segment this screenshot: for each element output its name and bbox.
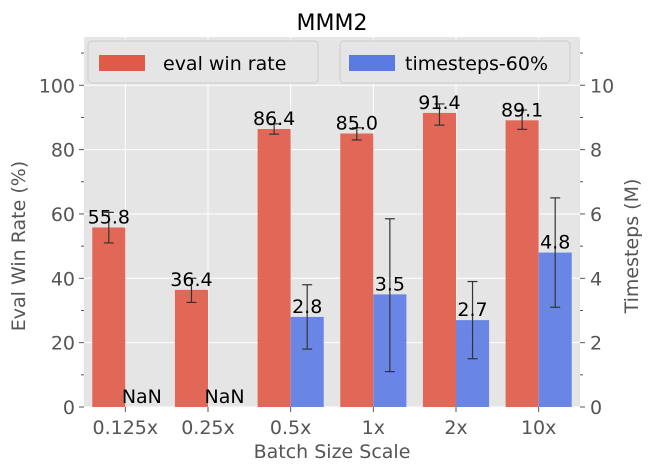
- y-tick-label-0: 0: [63, 397, 75, 419]
- x-tick-label-2: 0.5x: [270, 417, 311, 439]
- x-tick-label-4: 2x: [444, 417, 467, 439]
- y2-tick-label-5: 10: [590, 75, 614, 97]
- data-label-s2-5: 4.8: [540, 232, 570, 254]
- bar-s1-4: [422, 112, 456, 408]
- data-label-s2-0: NaN: [122, 386, 162, 408]
- data-label-s1-3: 85.0: [336, 113, 378, 135]
- y-tick-label-5: 100: [39, 75, 75, 97]
- y-tick-label-4: 80: [51, 140, 75, 162]
- y2-tick-label-3: 6: [590, 204, 602, 226]
- legend-label-timesteps: timesteps-60%: [405, 53, 548, 75]
- data-label-s1-5: 89.1: [501, 99, 543, 121]
- y2-tick-label-2: 4: [590, 268, 602, 290]
- bar-s1-1: [174, 289, 208, 407]
- y-axis-label: Eval Win Rate (%): [8, 161, 30, 331]
- legend-swatch-timesteps: [349, 55, 395, 71]
- data-label-s1-4: 91.4: [418, 92, 460, 114]
- data-label-s2-3: 3.5: [375, 273, 405, 295]
- axes-layer: 0 20 40 60 80 100 0 2 4 6 8 10 0.125x 0.25x 0.5x 1x 2x 10…: [39, 52, 614, 439]
- bar-s1-3: [340, 133, 374, 408]
- x-axis-label: Batch Size Scale: [254, 441, 411, 463]
- legend-box-series-2: [339, 40, 571, 84]
- bar-s1-0: [92, 227, 126, 407]
- data-label-s1-0: 55.8: [88, 206, 130, 228]
- legend-box-series-1: [87, 40, 319, 84]
- chart-title: MMM2: [297, 11, 368, 36]
- x-tick-label-5: 10x: [521, 417, 556, 439]
- bar-s1-2: [257, 129, 291, 407]
- y2-tick-label-0: 0: [590, 397, 602, 419]
- y2-tick-label-4: 8: [590, 140, 602, 162]
- y-tick-label-2: 40: [51, 268, 75, 290]
- data-labels-layer: 55.8 36.4 86.4 85.0 91.4 89.1 NaN NaN 2.8 3.5 2.7 4…: [88, 92, 571, 408]
- legend-label-eval-win-rate: eval win rate: [163, 53, 286, 75]
- y2-tick-label-1: 2: [590, 333, 602, 355]
- bar-s1-5: [505, 120, 539, 407]
- data-label-s1-2: 86.4: [253, 108, 295, 130]
- data-label-s1-1: 36.4: [170, 269, 212, 291]
- y-tick-label-3: 60: [51, 204, 75, 226]
- data-label-s2-2: 2.8: [292, 296, 322, 318]
- x-tick-label-0: 0.125x: [93, 417, 159, 439]
- data-label-s2-1: NaN: [204, 386, 244, 408]
- errorbars-layer: [103, 103, 561, 373]
- y-tick-label-1: 20: [51, 333, 75, 355]
- data-label-s2-4: 2.7: [457, 299, 487, 321]
- x-tick-label-1: 0.25x: [181, 417, 235, 439]
- legend: eval win rate timesteps-60%: [87, 40, 571, 84]
- plot-background: [84, 37, 580, 407]
- x-tick-label-3: 1x: [362, 417, 385, 439]
- bars-layer: [92, 112, 572, 408]
- legend-swatch-eval-win-rate: [99, 55, 145, 71]
- y2-axis-label: Timesteps (M): [621, 179, 643, 315]
